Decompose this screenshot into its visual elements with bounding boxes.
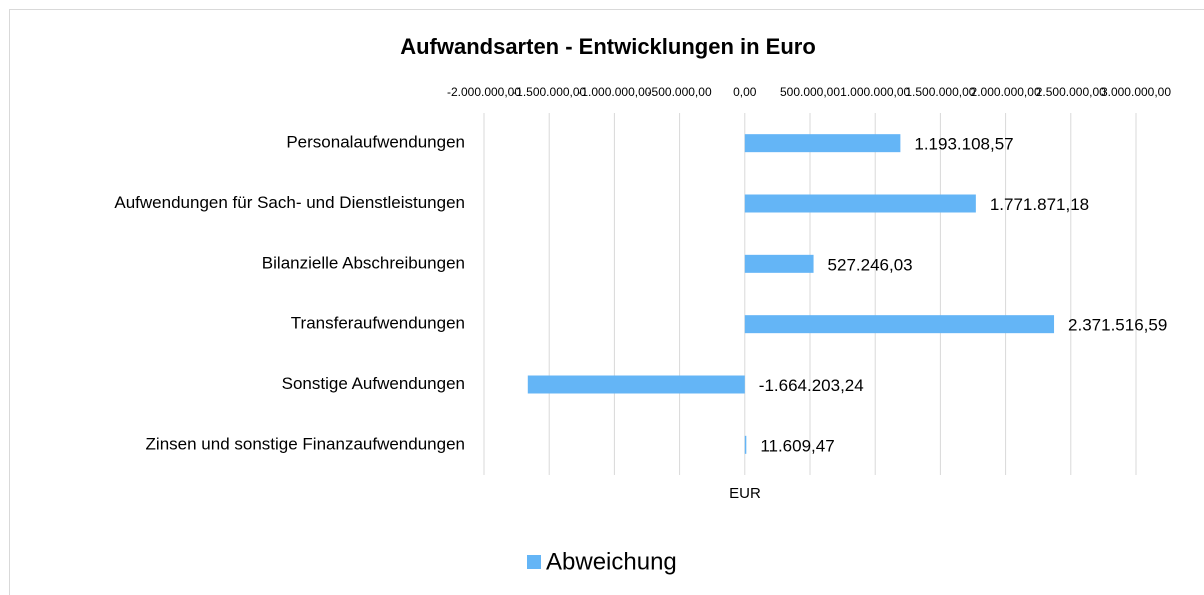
bar	[744, 134, 901, 153]
y-tick-label: Sonstige Aufwendungen	[282, 374, 465, 393]
y-tick-label: Zinsen und sonstige Finanzaufwendungen	[146, 434, 465, 453]
y-tick-label: Bilanzielle Abschreibungen	[262, 253, 465, 272]
bar	[744, 194, 976, 213]
x-tick-label: -1.000.000,00	[577, 85, 651, 99]
x-tick-label: 1.000.000,00	[840, 85, 910, 99]
x-tick-label: 0,00	[733, 85, 757, 99]
chart-title: Aufwandsarten - Entwicklungen in Euro	[400, 34, 816, 59]
data-label: 1.771.871,18	[990, 195, 1089, 214]
x-tick-label: -1.500.000,00	[512, 85, 586, 99]
chart-border	[9, 9, 1204, 595]
data-label: 527.246,03	[828, 255, 913, 274]
x-tick-label: 3.000.000,00	[1101, 85, 1171, 99]
y-tick-label: Aufwendungen für Sach- und Dienstleistun…	[114, 193, 465, 212]
bar	[744, 254, 814, 273]
bar	[527, 375, 745, 394]
x-tick-label: 1.500.000,00	[905, 85, 975, 99]
x-tick-label: -500.000,00	[648, 85, 712, 99]
x-tick-label: 500.000,00	[780, 85, 840, 99]
x-axis-label: EUR	[729, 485, 761, 502]
x-tick-label: -2.000.000,00	[447, 85, 521, 99]
data-label: -1.664.203,24	[759, 376, 864, 395]
bar	[744, 315, 1055, 334]
x-tick-label: 2.000.000,00	[971, 85, 1041, 99]
y-tick-label: Transferaufwendungen	[291, 314, 465, 333]
legend-label: Abweichung	[546, 548, 677, 575]
data-label: 11.609,47	[760, 436, 834, 455]
data-label: 2.371.516,59	[1068, 316, 1167, 335]
x-tick-label: 2.500.000,00	[1036, 85, 1106, 99]
legend-swatch	[527, 555, 541, 569]
data-label: 1.193.108,57	[914, 135, 1013, 154]
bar	[744, 435, 747, 454]
y-tick-label: Personalaufwendungen	[286, 133, 465, 152]
